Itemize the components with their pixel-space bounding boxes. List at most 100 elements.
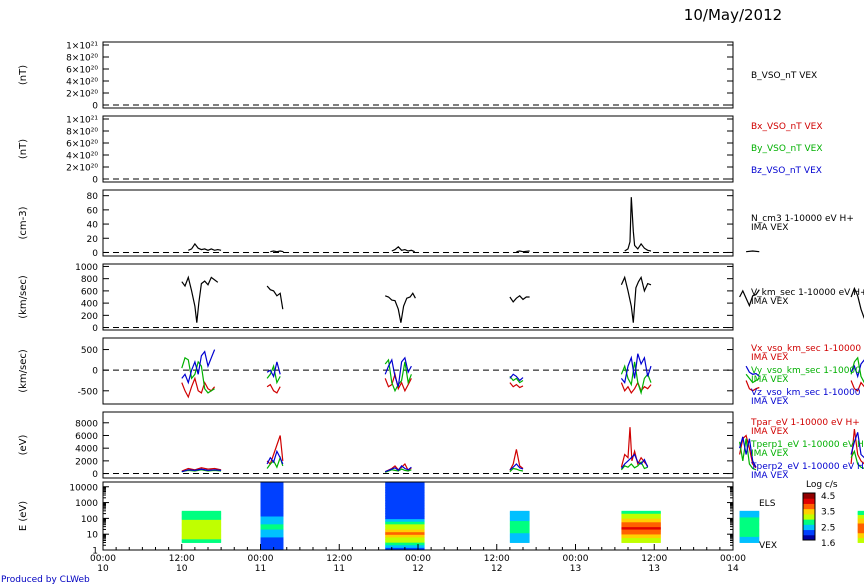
spectrogram-cell xyxy=(509,533,530,536)
y-axis-label: (cm-3) xyxy=(18,206,29,239)
spectrogram-cell xyxy=(739,527,760,530)
spectrogram-cell xyxy=(260,516,284,520)
spectrogram-cell xyxy=(509,521,530,524)
spectrogram-cell xyxy=(739,533,760,536)
series-line xyxy=(391,245,415,253)
spectrogram-cell xyxy=(385,500,425,504)
spectrogram-cell xyxy=(857,522,864,525)
y-tick-label: 600 xyxy=(81,287,98,297)
series-line xyxy=(850,429,864,465)
y-tick-label: 40 xyxy=(87,221,99,231)
series-line xyxy=(509,449,524,471)
time-axis: 00:001012:001000:001112:001100:001212:00… xyxy=(90,544,746,574)
y-tick-label: 200 xyxy=(81,312,98,322)
spectrogram-cell xyxy=(857,514,864,517)
spectrogram-cell xyxy=(260,497,284,501)
x-tick-time: 00:00 xyxy=(563,554,589,564)
colorbar-segment xyxy=(803,534,815,541)
series-line xyxy=(181,468,222,473)
spectrogram-cell xyxy=(181,513,222,515)
spectrogram-cell xyxy=(621,529,661,531)
spectrogram-cell xyxy=(621,519,661,522)
spectrogram-cell xyxy=(621,526,661,529)
spectrogram-cell xyxy=(181,524,222,526)
spectrogram-cell xyxy=(857,538,864,541)
y-tick-label: 1×10²¹ xyxy=(66,116,98,126)
spectrogram-cell xyxy=(857,531,864,534)
series-line xyxy=(266,383,281,394)
spectrogram-cell xyxy=(509,536,530,539)
spectrogram-cell xyxy=(260,539,284,543)
spectrogram-block xyxy=(857,510,864,543)
x-tick-day: 13 xyxy=(649,564,660,574)
spectrogram-cell xyxy=(621,515,661,518)
spectrogram-cell xyxy=(739,510,760,513)
y-tick-label: 0 xyxy=(92,176,98,186)
spectrogram-cell xyxy=(509,519,530,522)
spectrogram-cell xyxy=(260,489,284,493)
spectrogram-cell xyxy=(739,530,760,533)
panel-6: 0 2000 4000 6000 8000 (eV) Tpar_eV 1-10000 eV … xyxy=(18,411,864,481)
spectrogram-cell xyxy=(509,525,530,528)
spectrogram-cell xyxy=(385,521,425,525)
x-tick-day: 10 xyxy=(176,564,188,574)
spectrogram-cell xyxy=(181,518,222,520)
y-axis-label: E (eV) xyxy=(18,501,29,531)
spectrogram-cell xyxy=(621,514,661,517)
spectrogram-cell xyxy=(857,541,864,543)
spectrogram-cell xyxy=(739,525,760,528)
spectrogram-cell xyxy=(509,513,530,515)
spectrogram-cell xyxy=(509,531,530,534)
y-tick-label: 2×10²⁰ xyxy=(66,90,98,100)
legend-instrument: IMA VEX xyxy=(751,297,788,307)
series-line xyxy=(384,292,416,323)
y-tick-label: 0 xyxy=(92,324,98,334)
series-line xyxy=(745,380,760,392)
panel-7: 1 10 100 1000 10000 E (eV) ELS VEX xyxy=(18,481,864,557)
spectrogram-cell xyxy=(621,512,661,514)
spectrogram-cell xyxy=(621,533,661,536)
series-line xyxy=(181,467,222,472)
spectrogram-cell xyxy=(621,537,661,540)
spectrogram-cell xyxy=(260,505,284,509)
spectrogram-cell xyxy=(739,518,760,520)
spectrogram-cell xyxy=(509,527,530,530)
spectrogram-cell xyxy=(739,526,760,529)
spectrogram-cell xyxy=(857,521,864,524)
spectrogram-cell xyxy=(181,516,222,519)
spectrogram-cell xyxy=(739,537,760,540)
legend-instrument: IMA VEX xyxy=(751,223,788,233)
panels: 0 2×10²⁰ 4×10²⁰ 6×10²⁰ 8×10²⁰ 1×10²¹ (nT) B_VSO… xyxy=(18,41,864,557)
series-line xyxy=(509,294,530,303)
y-tick-label: 1000 xyxy=(75,499,98,509)
spectrogram-cell xyxy=(509,540,530,542)
spectrogram-cell xyxy=(181,541,222,543)
spectrogram-cell xyxy=(509,532,530,535)
series-line xyxy=(384,371,412,393)
y-tick-label: 2000 xyxy=(75,457,98,467)
legend-entry: Vx_vso_km_sec 1-10000 xyxy=(751,344,861,354)
spectrogram-cell xyxy=(509,524,530,526)
spectrogram-cell xyxy=(857,540,864,542)
y-tick-label: 0 xyxy=(92,470,98,480)
spectrogram-cell xyxy=(260,508,284,512)
y-axis-label: (km/sec) xyxy=(18,349,29,393)
y-tick-label: 100 xyxy=(81,515,98,525)
spectrogram-cell xyxy=(509,518,530,520)
series-line xyxy=(266,361,281,379)
series-line xyxy=(745,365,760,377)
x-tick-day: 14 xyxy=(727,564,739,574)
spectrogram-cell xyxy=(260,521,284,525)
spectrogram-cell xyxy=(385,497,425,501)
series-line xyxy=(739,438,757,471)
spectrogram-cell xyxy=(857,519,864,522)
y-tick-label: 1000 xyxy=(75,263,98,273)
spectrogram-cell xyxy=(181,537,222,540)
panel-2: 0 2×10²⁰ 4×10²⁰ 6×10²⁰ 8×10²⁰ 1×10²¹ (nT) Bx_VS… xyxy=(18,115,823,186)
spectrogram-cell xyxy=(260,542,284,546)
spectrogram-cell xyxy=(385,516,425,520)
spectrogram-cell xyxy=(621,536,661,539)
series-line xyxy=(266,435,284,466)
